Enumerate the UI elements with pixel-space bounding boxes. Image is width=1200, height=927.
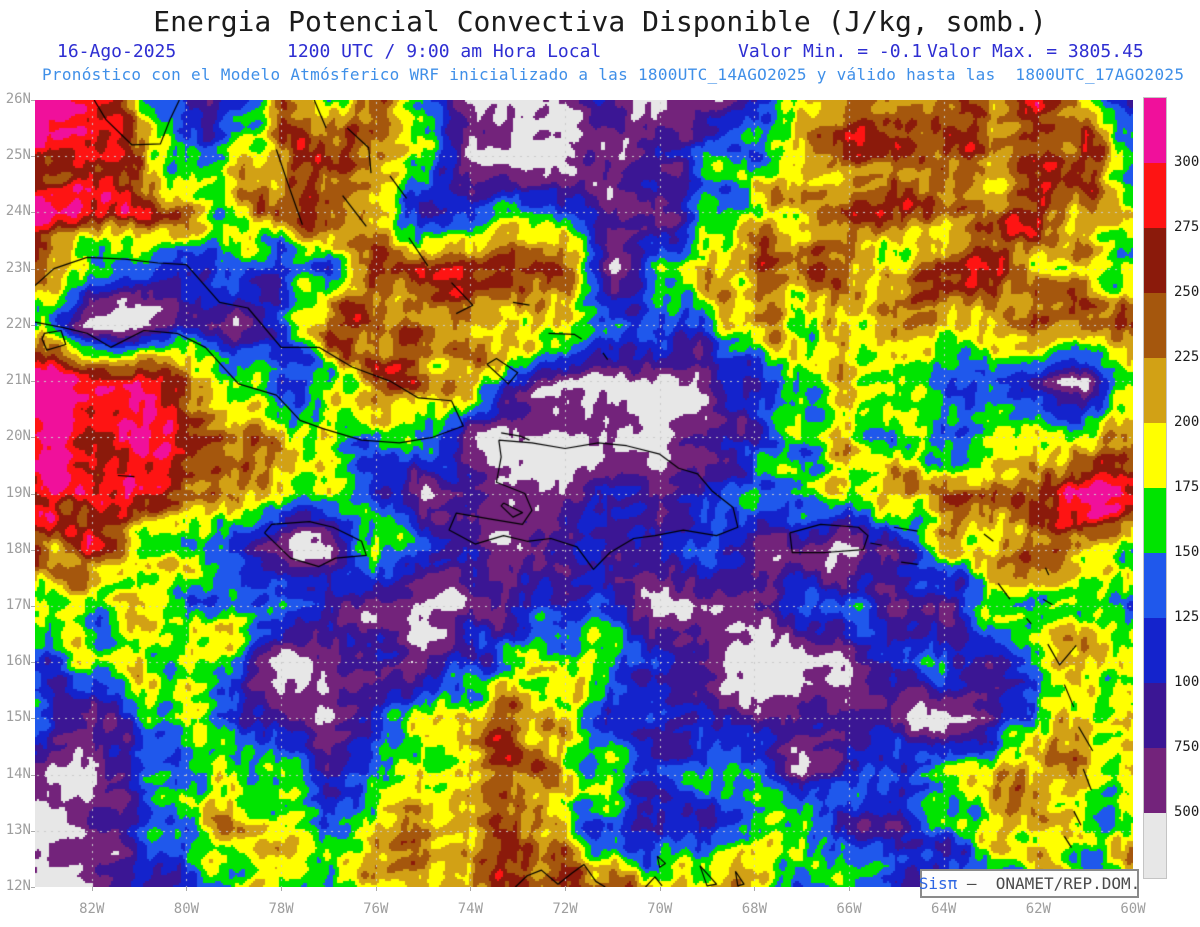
lat-tick-label: 21N [5, 372, 31, 389]
colorbar-tick-label: 1000 [1174, 674, 1200, 690]
brand-logo: Sisπ [918, 874, 958, 893]
lon-tick-label: 78W [268, 901, 294, 917]
lat-tick-label: 14N [5, 765, 31, 782]
value-max-label: Valor Max. = 3805.45 [927, 41, 1144, 62]
lat-tick-label: 26N [5, 91, 31, 107]
colorbar-segment [1144, 553, 1166, 618]
colorbar-tick-label: 2500 [1174, 284, 1200, 300]
valid-date: 16-Ago-2025 [57, 41, 177, 62]
lat-tickmark [31, 381, 35, 383]
lon-tick-label: 62W [1025, 901, 1051, 917]
colorbar-tick-label: 500 [1174, 804, 1200, 820]
lat-tickmark [31, 100, 35, 101]
lat-tick-label: 22N [5, 315, 31, 332]
lon-tickmark [281, 887, 283, 891]
lat-tick-label: 20N [5, 428, 31, 445]
colorbar-segment [1144, 683, 1166, 748]
lon-tick-label: 68W [741, 901, 768, 917]
lat-tickmark [31, 718, 35, 720]
colorbar-segment [1144, 358, 1166, 423]
lat-tickmark [31, 887, 35, 888]
colorbar-tick-label: 1250 [1174, 609, 1200, 625]
colorbar-tick-label: 3000 [1174, 154, 1200, 170]
lat-tick-label: 25N [5, 147, 31, 164]
lon-tickmark [849, 887, 851, 891]
lon-tickmark [375, 887, 377, 891]
colorbar-segment [1144, 813, 1166, 878]
colorbar-segment [1144, 98, 1166, 163]
lat-tick-label: 17N [5, 596, 31, 613]
lat-tickmark [31, 268, 35, 270]
lon-tick-label: 70W [647, 901, 673, 917]
lon-tick-label: 82W [79, 901, 105, 917]
lat-tick-label: 23N [5, 259, 31, 276]
lat-tick-label: 24N [5, 203, 31, 220]
page-title: Energia Potencial Convectiva Disponible … [153, 5, 1047, 38]
colorbar-segment [1144, 488, 1166, 553]
lat-tick-label: 12N [5, 878, 31, 894]
lon-tick-label: 66W [836, 901, 862, 917]
forecast-note: Pronóstico con el Modelo Atmósferico WRF… [42, 65, 1185, 84]
lat-tick-label: 18N [5, 540, 31, 557]
colorbar-tick-label: 750 [1174, 739, 1200, 755]
lon-tickmark [91, 887, 93, 891]
colorbar: 3000 2750 2500 2250 2000 1750 1500 1250 1000 750 5… [1143, 97, 1200, 879]
lon-tick-label: 80W [173, 901, 200, 917]
lat-tickmark [31, 549, 35, 551]
lon-tick-label: 76W [363, 901, 389, 917]
lon-tick-label: 60W [1120, 901, 1146, 917]
colorbar-segment [1144, 748, 1166, 813]
colorbar-segment [1144, 423, 1166, 488]
colorbar-tick-label: 1500 [1174, 544, 1200, 560]
lat-tick-label: 15N [5, 709, 31, 726]
colorbar-segment [1144, 163, 1166, 228]
colorbar-tick-label: 2000 [1174, 414, 1200, 430]
lat-tickmark [31, 662, 35, 664]
lat-tickmark [31, 324, 35, 326]
lon-tick-label: 74W [457, 901, 484, 917]
colorbar-segment [1144, 228, 1166, 293]
cape-field-map [35, 100, 1133, 887]
lat-tickmark [31, 156, 35, 158]
lat-tickmark [31, 212, 35, 214]
lat-tickmark [31, 774, 35, 776]
colorbar-tick-label: 2250 [1174, 349, 1200, 365]
value-min-label: Valor Min. = -0.1 [738, 41, 923, 62]
colorbar-segment [1144, 293, 1166, 358]
lon-tickmark [186, 887, 188, 891]
lon-tickmark [754, 887, 756, 891]
lat-tickmark [31, 605, 35, 607]
colorbar-segment [1144, 618, 1166, 683]
lat-tick-label: 13N [5, 821, 31, 838]
lat-tickmark [31, 437, 35, 439]
lon-tick-label: 64W [931, 901, 957, 917]
attribution-box: Sisπ – ONAMET/REP.DOM. [918, 869, 1141, 898]
lat-tickmark [31, 830, 35, 832]
attribution-org: – ONAMET/REP.DOM. [957, 874, 1141, 893]
lat-tick-label: 16N [5, 653, 31, 670]
lon-tickmark [659, 887, 661, 891]
colorbar-tick-label: 1750 [1174, 479, 1200, 495]
lat-tick-label: 19N [5, 484, 31, 501]
lon-tickmark [565, 887, 567, 891]
colorbar-tick-label: 2750 [1174, 219, 1200, 235]
lon-tick-label: 72W [552, 901, 578, 917]
lat-tickmark [31, 493, 35, 495]
lon-tickmark [470, 887, 472, 891]
valid-time: 1200 UTC / 9:00 am Hora Local [287, 41, 602, 62]
